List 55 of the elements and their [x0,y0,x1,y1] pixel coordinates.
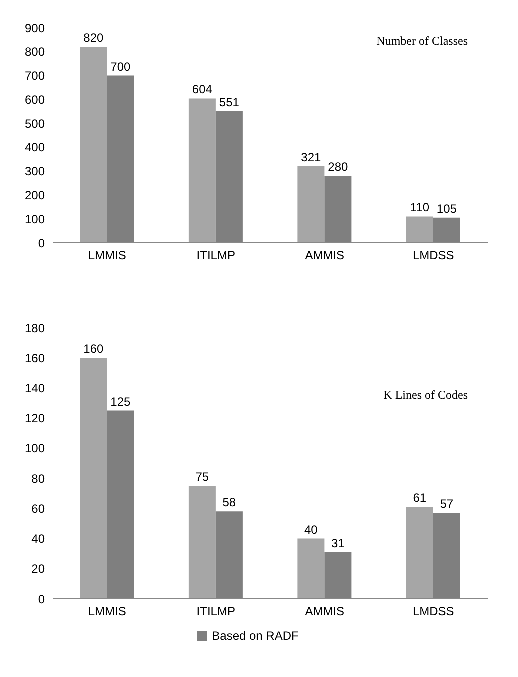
y-tick-label: 120 [24,412,46,426]
x-tick-label: AMMIS [305,604,345,619]
x-tick-label: LMMIS [88,248,126,263]
data-label: 160 [84,342,104,356]
y-tick-label: 200 [24,188,46,202]
bar [80,358,108,599]
y-tick-label: 100 [24,442,46,456]
bar [188,486,216,599]
x-tick-label: LMDSS [412,604,454,619]
y-tick-label: 60 [32,502,46,516]
text: Number of Classes [376,34,468,49]
y-tick-label: 40 [32,532,46,546]
y-tick-label: 0 [38,592,46,606]
data-label: 604 [192,82,213,97]
y-tick-label: 500 [24,116,46,131]
y-tick-label: 700 [24,69,46,84]
data-label: 125 [110,394,132,409]
data-label: 820 [84,31,104,46]
y-tick-label: 300 [24,164,46,179]
x-tick-label: ITILMP [196,248,236,263]
data-label: 58 [222,496,236,510]
data-label: 700 [110,60,132,74]
y-tick-label: 160 [24,351,46,366]
data-label: 75 [196,470,210,484]
y-tick-label: 600 [24,92,46,107]
y-tick-label: 900 [24,21,46,36]
data-label: 280 [328,160,349,174]
y-tick-label: 180 [24,321,46,336]
data-label: 61 [413,491,427,506]
y-tick-label: 100 [24,212,46,226]
text: K Lines of Codes [384,388,468,403]
x-tick-label: ITILMP [196,604,236,619]
x-tick-label: LMDSS [412,248,454,263]
x-tick-label: LMMIS [88,604,126,619]
y-tick-label: 400 [24,140,46,155]
bar [406,507,434,599]
data-label: 321 [301,150,322,164]
data-label: 31 [332,536,346,550]
y-tick-label: 80 [32,472,46,486]
y-tick-label: 0 [38,236,46,250]
data-label: 105 [436,202,458,216]
y-tick-label: 140 [24,381,46,396]
legend-label: Based on RADF [212,629,299,643]
bar [80,47,108,243]
y-tick-label: 800 [24,45,46,60]
bar [298,538,325,599]
data-label: 57 [440,497,454,512]
data-label: 110 [410,200,430,215]
bar [298,166,325,243]
y-tick-label: 20 [32,562,46,576]
bar [188,98,216,243]
bar [406,216,434,243]
x-tick-label: AMMIS [305,248,345,263]
data-label: 40 [304,522,318,537]
data-label: 551 [219,95,240,110]
